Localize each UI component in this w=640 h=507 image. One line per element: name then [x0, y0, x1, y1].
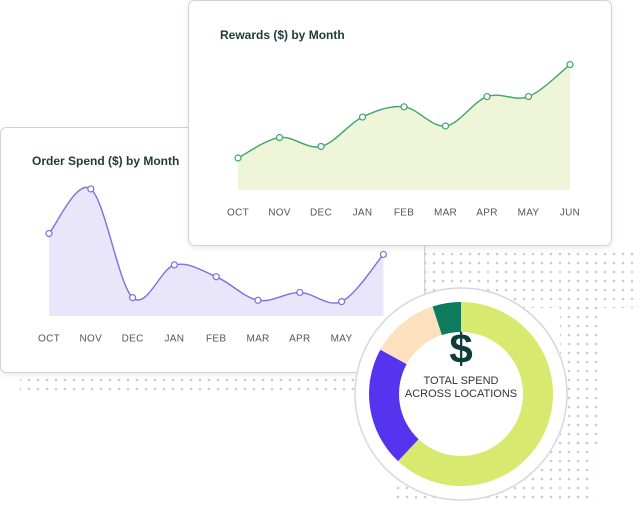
donut-badge: $ TOTAL SPEND ACROSS LOCATIONS: [354, 287, 568, 501]
x-tick-label: NOV: [80, 334, 103, 345]
point: [483, 92, 491, 101]
donut-label: TOTAL SPEND: [424, 375, 499, 387]
line: [48, 186, 384, 304]
point: [296, 288, 304, 297]
donut-symbol: $: [449, 325, 472, 372]
point: [379, 250, 387, 259]
area-fill: [49, 187, 384, 316]
point: [524, 92, 533, 101]
point: [254, 296, 262, 304]
x-tick-label: MAR: [434, 208, 457, 219]
x-tick-label: NOV: [268, 208, 291, 219]
point: [212, 273, 220, 281]
point: [170, 261, 178, 269]
point: [400, 103, 408, 111]
point: [275, 133, 284, 142]
x-tick-label: DEC: [310, 208, 332, 219]
donut-slice: [369, 349, 419, 462]
x-tick-label: FEB: [394, 208, 414, 219]
point: [566, 60, 574, 69]
area-fill: [238, 64, 570, 190]
x-tick-label: JUN: [560, 208, 580, 219]
donut-slice: [432, 302, 461, 336]
dot-pattern: [560, 300, 600, 450]
x-tick-label: APR: [289, 334, 310, 345]
x-tick-label: MAY: [518, 208, 540, 219]
x-tick-label: OCT: [38, 334, 60, 345]
point: [129, 294, 137, 302]
point: [338, 297, 346, 306]
x-tick-label: DEC: [122, 334, 144, 345]
point: [358, 113, 367, 121]
point: [87, 185, 95, 193]
x-tick-label: JAN: [165, 334, 185, 345]
rewards-card: Rewards ($) by Month OCT NOV DEC JAN FEB MAR A…: [188, 0, 612, 246]
x-tick-label: MAR: [246, 334, 269, 345]
x-tick-label: MAY: [331, 334, 353, 345]
point: [441, 122, 450, 130]
chart-title: Order Spend ($) by Month: [32, 154, 179, 168]
x-tick-label: OCT: [227, 208, 249, 219]
point: [234, 154, 242, 162]
point: [317, 142, 325, 151]
point: [45, 229, 53, 238]
donut-label: ACROSS LOCATIONS: [405, 388, 517, 400]
dot-pattern: [20, 376, 360, 396]
donut-slice: [398, 302, 553, 486]
donut: [369, 302, 553, 486]
chart-title: Rewards ($) by Month: [220, 28, 345, 42]
x-tick-label: APR: [476, 208, 497, 219]
x-tick-label: JAN: [353, 208, 373, 219]
donut-slice: [380, 306, 442, 365]
x-tick-label: FEB: [206, 334, 226, 345]
